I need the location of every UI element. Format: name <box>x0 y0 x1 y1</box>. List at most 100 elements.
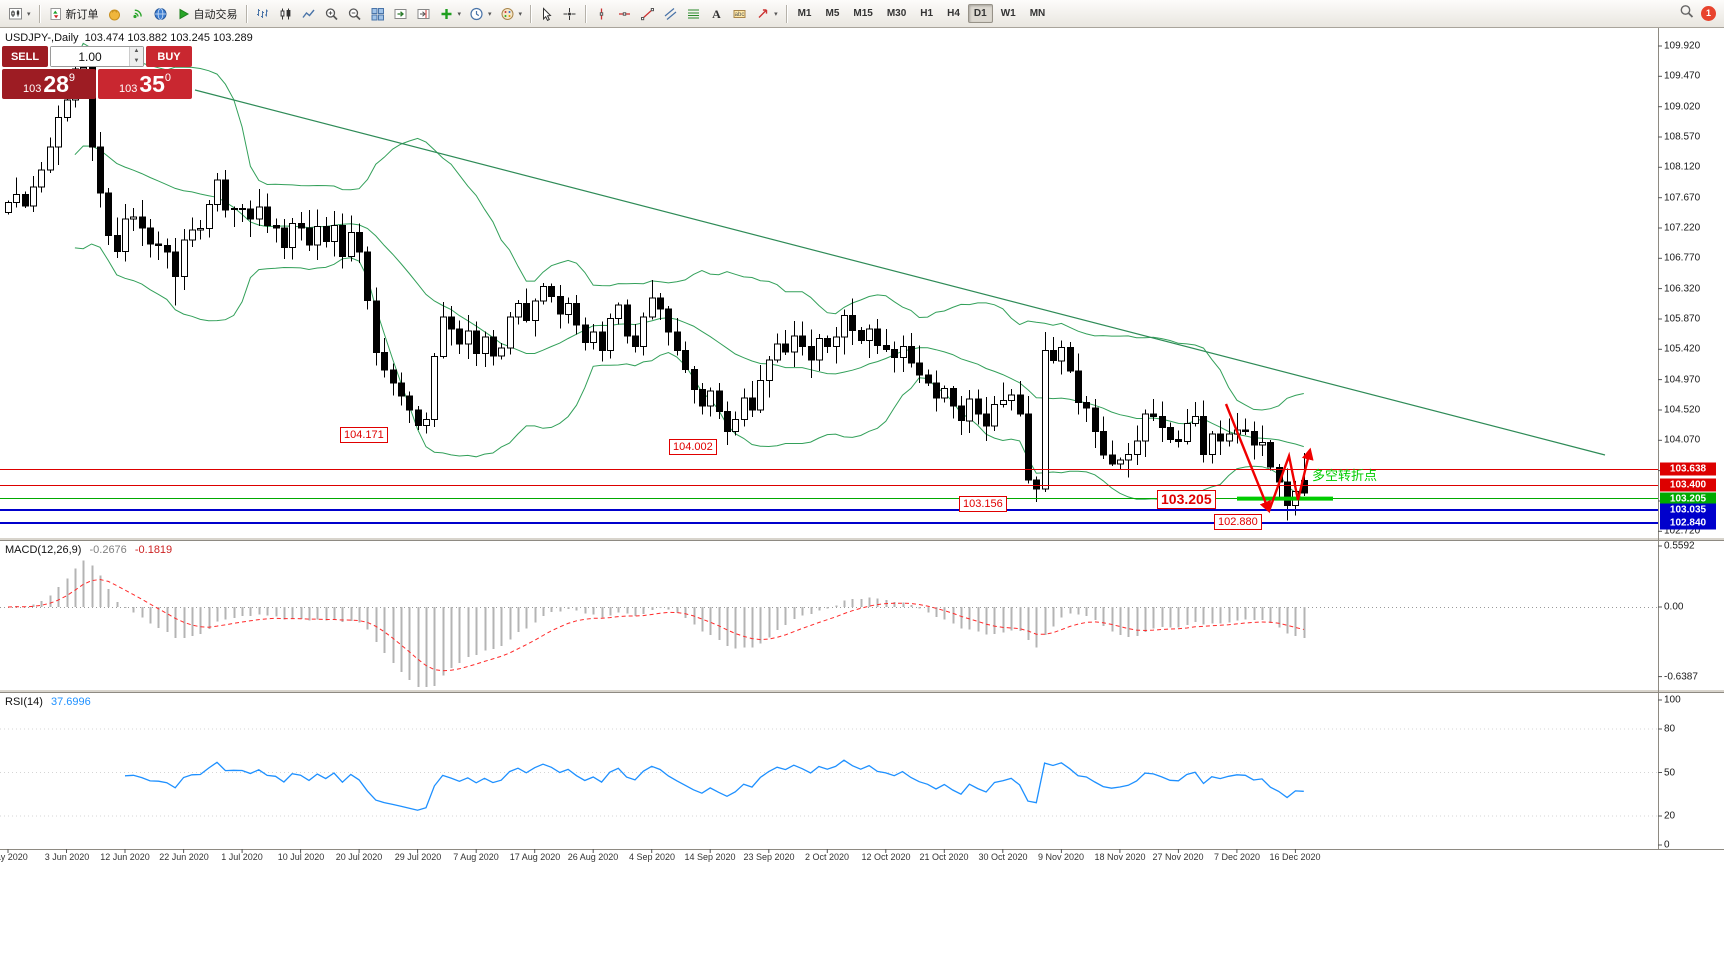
tile-windows-icon[interactable] <box>366 3 389 25</box>
descending-trendline[interactable] <box>194 89 1606 456</box>
chart-symbol-title: USDJPY-,Daily 103.474 103.882 103.245 103… <box>5 32 259 44</box>
price-callout[interactable]: 104.171 <box>340 427 388 443</box>
fibonacci-icon[interactable] <box>682 3 705 25</box>
date-tick-label: 21 Oct 2020 <box>919 852 969 862</box>
toolbar-item-label: 自动交易 <box>193 8 238 21</box>
timeframe-button-M5[interactable]: M5 <box>825 8 840 19</box>
timeframe-button-W1[interactable]: W1 <box>1000 8 1016 19</box>
new-chart-icon[interactable]: ▾ <box>4 3 35 25</box>
indicators-icon[interactable]: ▾ <box>435 3 466 25</box>
sell-price-sup: 9 <box>68 72 76 84</box>
macd-scale-label: -0.6387 <box>1664 671 1698 683</box>
timeframe-button-MN[interactable]: MN <box>1029 8 1046 19</box>
rsi-value: 37.6996 <box>50 696 91 708</box>
price-callout[interactable]: 103.156 <box>959 496 1007 512</box>
text-icon[interactable]: A <box>705 3 728 25</box>
dropdown-caret-icon[interactable]: ▾ <box>457 10 462 18</box>
timeframe-button-M15[interactable]: M15 <box>853 8 873 19</box>
red-zigzag-arrows[interactable] <box>1224 403 1314 514</box>
chart-annotation-text[interactable]: 多空转折点 <box>1312 468 1378 483</box>
periods-icon[interactable]: ▾ <box>465 3 496 25</box>
price-tick-label: 105.870 <box>1664 313 1701 325</box>
dropdown-caret-icon[interactable]: ▾ <box>774 10 778 18</box>
macd-signal-line <box>7 578 1304 672</box>
sell-price-display[interactable]: 103 28 9 <box>2 69 96 99</box>
dropdown-caret-icon[interactable]: ▾ <box>518 10 523 18</box>
timeframe-button-H4[interactable]: H4 <box>947 8 960 19</box>
channel-icon[interactable] <box>659 3 682 25</box>
date-tick-label: 12 Oct 2020 <box>861 852 911 862</box>
date-tick-label: 7 Dec 2020 <box>1213 852 1261 862</box>
volume-up-button[interactable]: ▲ <box>130 47 143 57</box>
price-tick-label: 104.970 <box>1664 374 1701 386</box>
timeframe-button-M1[interactable]: M1 <box>797 8 812 19</box>
buy-price-prefix: 103 <box>118 83 138 95</box>
buy-price-display[interactable]: 103 35 0 <box>98 69 192 99</box>
price-tick-label: 104.520 <box>1664 404 1701 416</box>
bar-chart-mode-icon[interactable] <box>251 3 274 25</box>
dropdown-caret-icon[interactable]: ▾ <box>488 10 492 18</box>
date-tick-label: May 2020 <box>0 852 28 862</box>
horizontal-level-lines[interactable] <box>0 468 1658 525</box>
chart-shift-icon[interactable] <box>412 3 435 25</box>
price-callout[interactable]: 102.880 <box>1214 514 1262 530</box>
community-icon[interactable] <box>149 3 172 25</box>
zoom-in-icon[interactable] <box>320 3 343 25</box>
toolbar-right-icons: 1 <box>1679 4 1720 23</box>
svg-text:A: A <box>712 7 721 21</box>
volume-input[interactable] <box>51 47 129 66</box>
new-order-button[interactable]: 新订单 <box>44 3 103 25</box>
date-tick-label: 10 Jul 2020 <box>277 852 325 862</box>
toolbar-separator <box>785 4 787 23</box>
text-label-icon[interactable]: abc <box>728 3 751 25</box>
date-tick-label: 3 Jun 2020 <box>44 852 90 862</box>
macd-scale-label: 0.5592 <box>1664 540 1695 552</box>
timeframe-button-H1[interactable]: H1 <box>920 8 934 19</box>
ohlc-values: 103.474 103.882 103.245 103.289 <box>84 32 253 44</box>
price-callout[interactable]: 104.002 <box>669 439 717 455</box>
sell-button[interactable]: SELL <box>2 46 48 67</box>
templates-icon[interactable]: ▾ <box>496 3 527 25</box>
date-tick-label: 30 Oct 2020 <box>978 852 1028 862</box>
market-icon[interactable] <box>103 3 126 25</box>
crosshair-icon[interactable] <box>558 3 581 25</box>
buy-button[interactable]: BUY <box>146 46 192 67</box>
rsi-scale-label: 80 <box>1664 723 1676 735</box>
timeframe-button-D1[interactable]: D1 <box>967 4 993 23</box>
dropdown-caret-icon[interactable]: ▾ <box>27 10 31 18</box>
date-tick-label: 4 Sep 2020 <box>628 852 676 862</box>
date-tick-label: 2 Oct 2020 <box>804 852 850 862</box>
price-tick-label: 109.470 <box>1664 70 1701 82</box>
auto-scroll-icon[interactable] <box>389 3 412 25</box>
notification-badge[interactable]: 1 <box>1701 6 1716 21</box>
symbol-name: USDJPY-,Daily <box>5 32 79 44</box>
zoom-out-icon[interactable] <box>343 3 366 25</box>
price-callout[interactable]: 103.205 <box>1157 490 1216 509</box>
price-level-badge: 103.205 <box>1660 492 1716 506</box>
vertical-line-icon[interactable] <box>590 3 613 25</box>
horizontal-line-icon[interactable] <box>613 3 636 25</box>
buy-price-sup: 0 <box>164 72 172 84</box>
line-chart-mode-icon[interactable] <box>297 3 320 25</box>
candle-chart-mode-icon[interactable] <box>274 3 297 25</box>
trendline-icon[interactable] <box>636 3 659 25</box>
toolbar-separator <box>245 4 247 23</box>
price-tick-label: 109.920 <box>1664 40 1701 52</box>
volume-control: ▲ ▼ <box>50 46 144 67</box>
signals-icon[interactable] <box>126 3 149 25</box>
timeframe-button-M30[interactable]: M30 <box>886 8 907 19</box>
date-tick-label: 23 Sep 2020 <box>743 852 795 862</box>
autotrading-button[interactable]: 自动交易 <box>172 3 242 25</box>
rsi-scale-label: 20 <box>1664 810 1676 822</box>
cursor-icon[interactable] <box>535 3 558 25</box>
arrows-icon[interactable]: ▾ <box>751 3 782 25</box>
search-icon[interactable] <box>1679 4 1694 23</box>
macd-main-value: -0.2676 <box>89 544 127 556</box>
price-level-badge: 103.035 <box>1660 503 1716 517</box>
date-tick-label: 29 Jul 2020 <box>394 852 442 862</box>
volume-down-button[interactable]: ▼ <box>130 56 143 66</box>
svg-text:abc: abc <box>735 12 745 18</box>
rsi-indicator-label: RSI(14) 37.6996 <box>5 696 91 708</box>
